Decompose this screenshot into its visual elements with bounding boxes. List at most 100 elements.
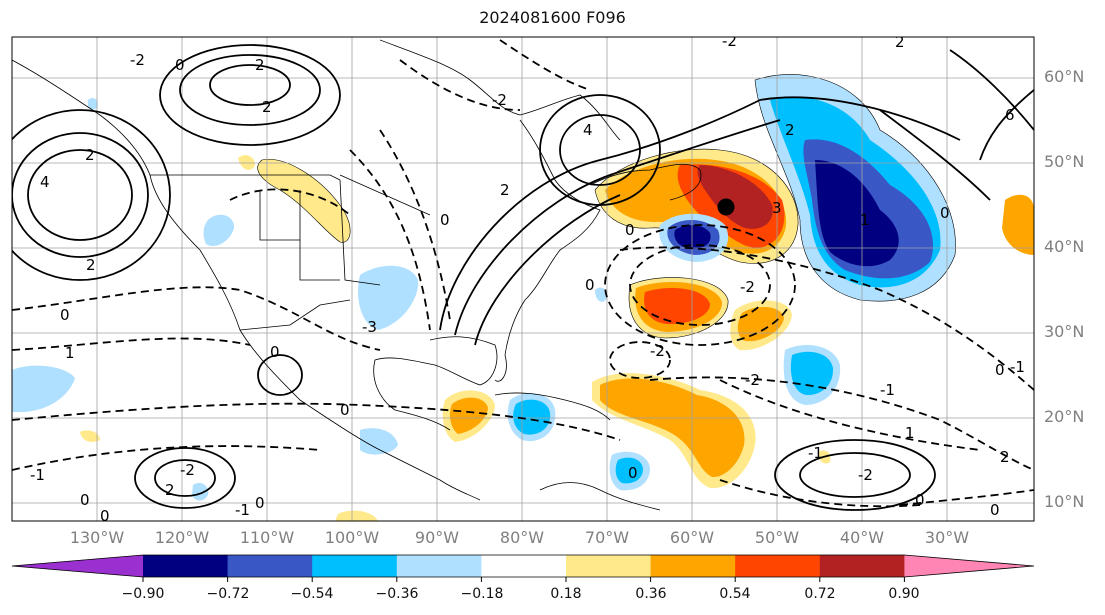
- contour-line: [604, 224, 796, 346]
- contour-label: 0: [995, 361, 1005, 379]
- contour-label: 2: [165, 481, 175, 499]
- lon-label: 70°W: [584, 528, 630, 547]
- contour-line: [619, 246, 1034, 391]
- contour-line: [12, 132, 149, 258]
- contour-label: 2: [255, 56, 265, 74]
- lat-label: 40°N: [1044, 237, 1085, 256]
- colorbar-over-triangle: [904, 555, 1034, 577]
- negative-anomaly-region: [615, 457, 643, 484]
- negative-anomaly-region: [790, 351, 834, 396]
- contour-label: -1: [1010, 358, 1025, 376]
- lon-label: 30°W: [924, 528, 970, 547]
- contour-label: 0: [175, 56, 185, 74]
- contours: [12, 39, 1034, 511]
- contour-line: [179, 54, 321, 126]
- contour-label: 0: [255, 494, 265, 512]
- colorbar-tick: 0.36: [635, 586, 667, 602]
- lon-label: 90°W: [414, 528, 460, 547]
- contour-line: [12, 109, 171, 281]
- contour-line: [454, 119, 781, 336]
- negative-anomaly-region: [192, 483, 209, 501]
- contour-line: [899, 489, 1034, 506]
- colorbar-tick: −0.36: [375, 586, 419, 602]
- contour-label: 2: [86, 256, 96, 274]
- colorbar-tick: −0.54: [290, 586, 334, 602]
- contour-line: [379, 129, 451, 321]
- contour-line: [229, 188, 351, 216]
- shaded-anomalies: [12, 74, 1034, 521]
- contour-label: 2: [1000, 448, 1010, 466]
- colorbar-bin: [650, 555, 736, 577]
- contour-label: 1: [905, 424, 915, 442]
- contour-label: 2: [262, 98, 272, 116]
- lon-label: 40°W: [839, 528, 885, 547]
- contour-label: 0: [915, 491, 925, 509]
- colorbar-bin: [143, 555, 229, 577]
- contour-label: -2: [650, 342, 665, 360]
- contour-label: 6: [1005, 106, 1015, 124]
- contour-label: 0: [625, 221, 635, 239]
- colorbar-bin: [396, 555, 482, 577]
- colorbar: [11, 554, 1035, 582]
- negative-anomaly-region: [358, 265, 419, 330]
- contour-label: -2: [492, 91, 507, 109]
- contour-line: [879, 109, 991, 201]
- negative-anomaly-region: [12, 365, 75, 412]
- colorbar-bin: [481, 555, 567, 577]
- lat-label: 30°N: [1044, 322, 1085, 341]
- negative-anomaly-region: [513, 399, 551, 435]
- contour-label: 2: [85, 146, 95, 164]
- contour-label: 0: [585, 276, 595, 294]
- contour-label: -3: [362, 318, 377, 336]
- contour-line: [349, 149, 431, 331]
- contour-label: -2: [745, 371, 760, 389]
- contour-line: [474, 194, 621, 346]
- contour-line: [12, 445, 321, 471]
- negative-anomaly-region: [815, 160, 899, 267]
- positive-anomaly-region: [697, 165, 773, 229]
- contour-label: -1: [235, 501, 250, 519]
- lat-label: 10°N: [1044, 492, 1085, 511]
- contour-label: 4: [40, 173, 50, 191]
- contour-label: 2: [785, 121, 795, 139]
- colorbar-bin: [312, 555, 398, 577]
- contour-line: [774, 439, 936, 511]
- contour-label: -2: [722, 32, 737, 50]
- colorbar-tick: 0.72: [804, 586, 836, 602]
- positive-anomaly-region: [1002, 194, 1034, 255]
- positive-anomaly-region: [600, 378, 745, 478]
- lat-label: 20°N: [1044, 407, 1085, 426]
- colorbar-under-triangle: [12, 555, 143, 577]
- lat-label: 50°N: [1044, 152, 1085, 171]
- contour-label: 0: [100, 507, 110, 525]
- colorbar-tick: −0.72: [206, 586, 250, 602]
- contour-label: -2: [740, 278, 755, 296]
- contour-label: 0: [440, 211, 450, 229]
- contour-label: 0: [340, 401, 350, 419]
- location-marker: [717, 198, 735, 216]
- contour-line: [159, 44, 341, 146]
- colorbar-tick: −0.90: [121, 586, 165, 602]
- colorbar-bin: [735, 555, 821, 577]
- contour-line: [499, 39, 591, 91]
- contour-label: -1: [30, 466, 45, 484]
- colorbar-bin: [566, 555, 652, 577]
- negative-anomaly-region: [203, 214, 235, 247]
- colorbar-tick: −0.18: [460, 586, 504, 602]
- contour-label: 0: [628, 464, 638, 482]
- contour-label: 4: [583, 121, 593, 139]
- contour-line: [12, 286, 381, 351]
- contour-label: -2: [180, 461, 195, 479]
- colorbar-tick: 0.90: [888, 586, 920, 602]
- contour-line: [27, 149, 133, 241]
- contour-line: [949, 49, 1034, 131]
- contour-line: [609, 341, 671, 379]
- contour-label: 0: [80, 491, 90, 509]
- contour-line: [799, 452, 911, 498]
- contour-labels: 2 0 2 4 -2 0 2 -2 0 -2 1 -1 0 -3 0 4 2 -…: [30, 32, 1025, 525]
- contour-label: 2: [500, 181, 510, 199]
- contour-label: 2: [895, 33, 905, 51]
- contour-line: [559, 114, 641, 186]
- lon-label: 120°W: [154, 528, 210, 547]
